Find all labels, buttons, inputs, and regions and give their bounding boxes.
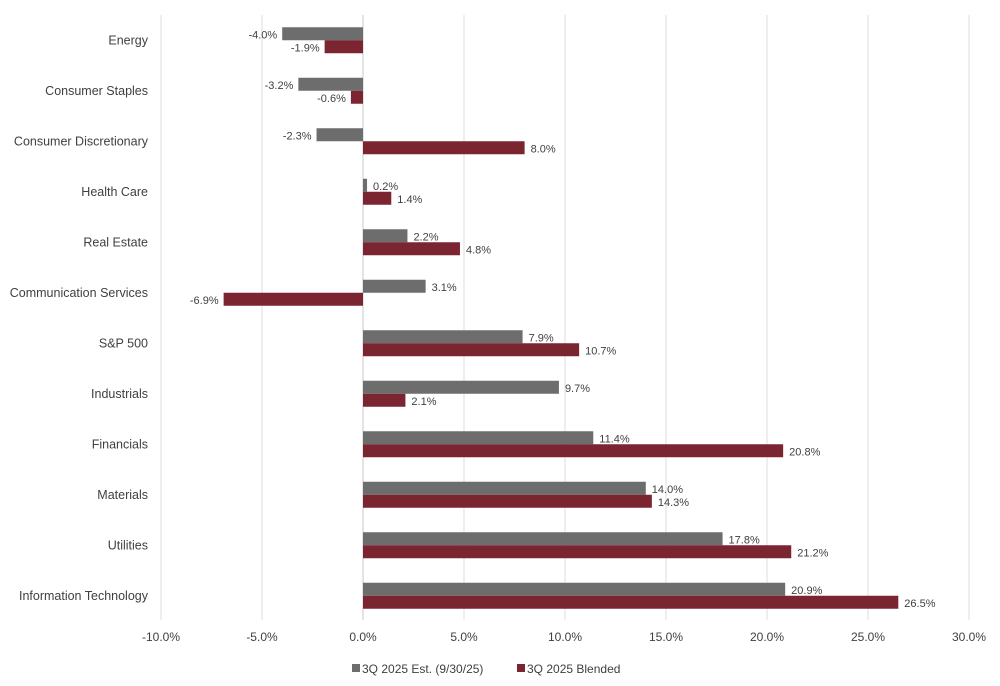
category-label: Energy [108,33,148,47]
category-label: Consumer Staples [45,84,148,98]
data-label: 4.8% [466,244,491,256]
category-label: Consumer Discretionary [14,134,149,148]
bar-blended [363,141,525,155]
category-label: Health Care [81,185,148,199]
category-label: Materials [97,488,148,502]
data-label: -2.3% [283,130,312,142]
legend-label: 3Q 2025 Est. (9/30/25) [362,662,483,676]
bar-estimate [363,178,368,192]
bar-blended [363,494,652,508]
data-label: 9.7% [565,383,590,395]
bar-estimate [363,481,646,495]
legend-swatch [517,664,525,672]
bar-blended [363,191,392,205]
category-label: Financials [92,437,148,451]
data-label: 7.9% [529,332,554,344]
data-label: 8.0% [531,143,556,155]
x-tick-label: 10.0% [548,630,582,644]
bar-estimate [363,380,559,394]
data-label: 2.2% [413,231,438,243]
data-label: 26.5% [904,598,935,610]
x-tick-label: 30.0% [952,630,986,644]
bar-estimate [316,128,363,142]
data-label: 10.7% [585,345,616,357]
data-label: -0.6% [317,93,346,105]
x-tick-label: 15.0% [649,630,683,644]
data-label: 14.3% [658,497,689,509]
data-label: 21.2% [797,547,828,559]
bar-blended [363,242,460,256]
data-label: -3.2% [265,80,294,92]
x-tick-label: 20.0% [750,630,784,644]
category-label: Information Technology [19,589,149,603]
data-label: 20.8% [789,446,820,458]
data-label: -4.0% [248,29,277,41]
data-label: 1.4% [397,194,422,206]
bar-blended [363,343,580,357]
bar-estimate [363,330,523,344]
data-label: -6.9% [190,295,219,307]
bar-blended [363,545,792,559]
bar-estimate [363,431,594,445]
category-label: Real Estate [83,235,148,249]
bar-estimate [298,77,363,91]
legend-label: 3Q 2025 Blended [527,662,620,676]
bar-estimate [363,229,408,243]
bar-estimate [282,27,363,41]
category-label: Industrials [91,387,148,401]
x-tick-label: -5.0% [246,630,278,644]
category-label: S&P 500 [99,336,148,350]
category-label: Communication Services [10,286,148,300]
bar-estimate [363,582,786,596]
x-tick-label: 25.0% [851,630,885,644]
bar-blended [363,595,899,609]
data-label: 3.1% [432,282,457,294]
data-label: -1.9% [291,42,320,54]
x-tick-label: -10.0% [142,630,180,644]
bar-blended [223,292,363,306]
x-tick-label: 0.0% [349,630,377,644]
bar-blended [363,393,406,407]
bar-blended [350,90,363,104]
x-tick-label: 5.0% [450,630,478,644]
data-label: 0.2% [373,181,398,193]
data-label: 2.1% [411,396,436,408]
bar-blended [324,40,363,54]
legend-swatch [352,664,360,672]
bar-blended [363,444,784,458]
data-label: 20.9% [791,585,822,597]
category-label: Utilities [108,538,148,552]
bar-estimate [363,532,723,546]
data-label: 17.8% [729,534,760,546]
data-label: 11.4% [599,433,630,445]
bar-estimate [363,279,426,293]
data-label: 14.0% [652,484,683,496]
